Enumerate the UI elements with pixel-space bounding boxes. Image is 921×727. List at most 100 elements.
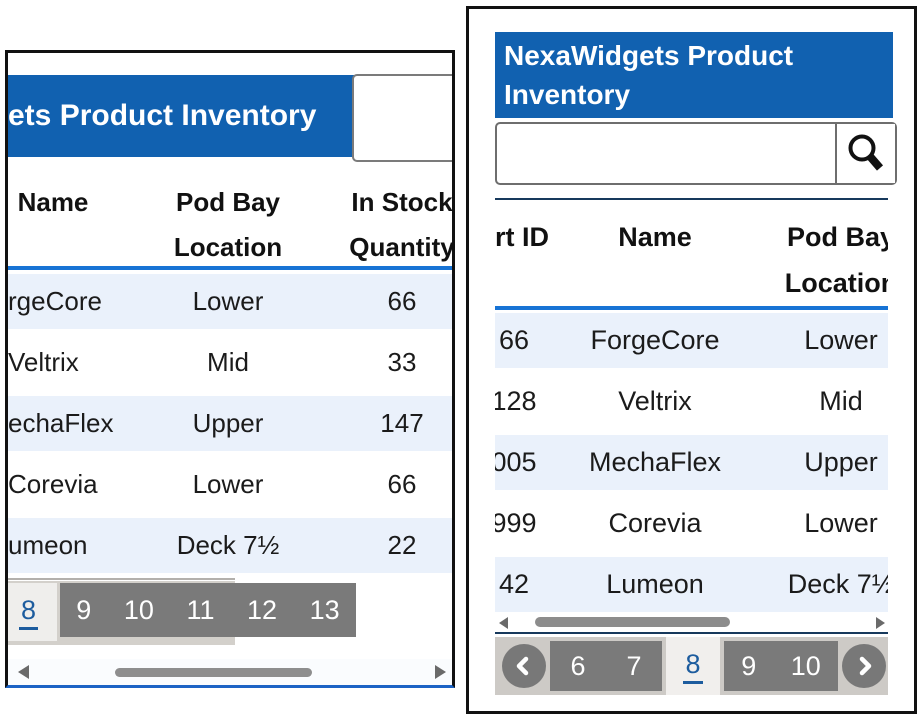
column-header-pod-bay-location[interactable]: Pod Bay Location [741,214,888,306]
pager-page-link[interactable]: 10 [790,650,821,681]
cell-name: umeon [8,530,88,560]
chevron-right-icon [859,656,872,676]
search-icon [848,134,884,171]
page-title-banner: ets Product Inventory [8,75,354,157]
grid-viewport: rt ID Name Pod Bay Location 66 ForgeCore… [495,198,888,634]
grid-bottom-border [495,632,888,634]
cell-quantity: 33 [387,347,417,377]
cell-name: Veltrix [618,386,692,416]
cell-location: Upper [804,447,878,477]
grid-bottom-border [8,578,235,580]
column-header-pod-bay-location[interactable]: Pod Bay Location [148,180,308,270]
search-field-box [352,74,452,162]
column-header-label: In Stock [351,187,453,217]
table-row[interactable]: echaFlex Upper 147 [8,393,452,454]
grid-horizontal-scrollbar[interactable] [495,615,888,632]
cell-name: Lumeon [606,569,704,599]
horizontal-scrollbar[interactable] [8,659,452,685]
column-header-label: Pod Bay [175,187,281,217]
cell-name: Corevia [608,508,702,538]
search-button[interactable] [837,124,895,183]
page-title: ets Product Inventory [8,99,317,132]
cell-part-id: 42 [498,569,530,599]
cell-location: Lower [192,469,264,499]
scrollbar-thumb[interactable] [115,668,312,677]
cell-part-id: 005 [495,447,537,477]
scroll-right-arrow-icon[interactable] [876,617,885,629]
pager-page-current[interactable]: 8 [683,649,703,684]
cell-location: Mid [819,386,863,416]
pager-page-link[interactable]: 11 [186,594,215,625]
cell-quantity: 66 [387,286,417,316]
scrollbar-thumb[interactable] [535,617,730,627]
column-header-name[interactable]: Name [8,180,98,225]
pager-page-link[interactable]: 9 [76,594,92,625]
column-header-label: Name [618,222,692,252]
table-row[interactable]: 005 MechaFlex Upper [495,432,888,493]
search-divider [835,124,837,183]
page-title-line2: Inventory [504,79,631,110]
table-row[interactable]: 66 ForgeCore Lower [495,310,888,371]
cell-quantity: 147 [380,408,424,438]
pager-next-button[interactable] [842,644,886,688]
page-title-line1: NexaWidgets Product [504,40,794,71]
pager-page-link[interactable]: 9 [741,650,757,681]
cell-name: Veltrix [8,347,79,377]
pager-page-link[interactable]: 13 [309,594,340,625]
table-row[interactable]: umeon Deck 7½ 22 [8,515,452,576]
left-inventory-window: ets Product Inventory Name Pod Bay Locat… [5,50,455,688]
column-header-label: rt ID [495,222,549,252]
column-header-label: Location [784,268,888,298]
cell-part-id: 128 [495,386,537,416]
pager-current-box: 8 [666,637,720,695]
scroll-left-arrow-icon[interactable] [18,665,29,679]
cell-name: ForgeCore [590,325,720,355]
table-row[interactable]: 42 Lumeon Deck 7½ [495,554,888,615]
pager-previous-button[interactable] [502,644,546,688]
page-title-banner: NexaWidgets Product Inventory [495,32,893,118]
column-header-label: Pod Bay [786,222,888,252]
cell-quantity: 66 [387,469,417,499]
scroll-right-arrow-icon[interactable] [435,665,446,679]
table-row[interactable]: 999 Corevia Lower [495,493,888,554]
pager-current-box: 8 [8,583,57,641]
cell-location: Deck 7½ [176,530,280,560]
column-header-label: Location [173,232,283,262]
column-header-label: Name [17,187,89,217]
cell-name: rgeCore [8,286,102,316]
pager-pages-group: 9 10 [724,641,838,691]
pager-page-link[interactable]: 12 [247,594,278,625]
search-field-box [495,122,897,185]
cell-location: Deck 7½ [787,569,888,599]
search-input[interactable] [354,76,452,154]
cell-name: Corevia [8,469,98,499]
table-row[interactable]: rgeCore Lower 66 [8,271,452,332]
search-input[interactable] [497,124,835,183]
column-header-in-stock-quantity[interactable]: In Stock Quantity [322,180,455,270]
column-header-name[interactable]: Name [555,214,755,260]
scroll-left-arrow-icon[interactable] [499,617,508,629]
pager-bar: 6 7 8 9 10 [495,637,888,695]
header-divider [495,306,888,310]
pager-page-link[interactable]: 6 [570,650,586,681]
cell-quantity: 22 [387,530,417,560]
cell-location: Mid [207,347,249,377]
cell-location: Lower [192,286,264,316]
cell-location: Upper [192,408,264,438]
table-row[interactable]: Corevia Lower 66 [8,454,452,515]
cell-part-id: 999 [495,508,537,538]
right-inventory-window: NexaWidgets Product Inventory rt ID Name… [466,6,917,714]
column-header-part-id[interactable]: rt ID [495,214,605,260]
pager-page-link[interactable]: 10 [123,594,154,625]
cell-location: Lower [804,508,878,538]
cell-location: Lower [804,325,878,355]
table-row[interactable]: Veltrix Mid 33 [8,332,452,393]
chevron-left-icon [516,656,529,676]
column-header-label: Quantity [349,232,455,262]
table-row[interactable]: 128 Veltrix Mid [495,371,888,432]
grid-top-border [495,198,888,200]
pager-page-link[interactable]: 7 [626,650,642,681]
header-divider [8,266,452,270]
pager-page-current[interactable]: 8 [18,595,39,630]
cell-name: echaFlex [8,408,114,438]
